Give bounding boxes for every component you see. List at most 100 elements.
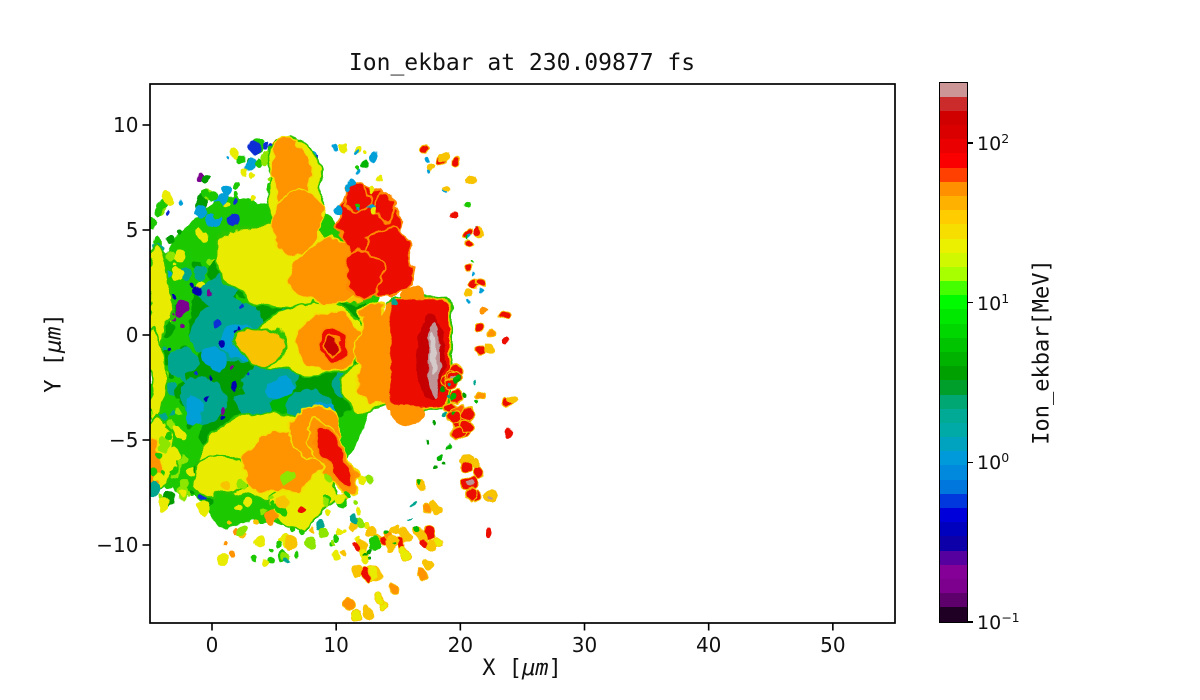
speckle bbox=[169, 411, 175, 416]
energy-blob bbox=[472, 228, 481, 236]
speckle bbox=[195, 265, 208, 282]
energy-streak bbox=[425, 440, 430, 446]
speckle bbox=[355, 534, 361, 540]
speckle bbox=[166, 209, 172, 216]
energy-streak bbox=[389, 583, 400, 595]
colorbar-band bbox=[939, 366, 967, 381]
speckle bbox=[269, 502, 277, 511]
energy-streak bbox=[397, 526, 412, 543]
mu-symbol: μm bbox=[41, 326, 67, 354]
speckle bbox=[185, 445, 196, 458]
colorbar-band bbox=[939, 493, 967, 509]
speckle bbox=[171, 266, 183, 282]
speckle bbox=[342, 529, 348, 534]
energy-streak bbox=[473, 379, 477, 386]
colorbar-band bbox=[939, 96, 967, 112]
speckle bbox=[368, 207, 375, 213]
piston-fleck bbox=[389, 298, 397, 307]
energy-blob bbox=[203, 348, 229, 372]
layer-speckle-bottom bbox=[214, 470, 382, 567]
energy-streak bbox=[366, 548, 372, 554]
speckle bbox=[157, 496, 170, 511]
energy-blob bbox=[485, 528, 493, 537]
energy-streak bbox=[471, 273, 475, 277]
speckle bbox=[193, 369, 199, 375]
speckle bbox=[264, 206, 269, 211]
speckle bbox=[278, 538, 284, 544]
energy-blob bbox=[168, 345, 199, 380]
energy-streak bbox=[414, 527, 420, 533]
speckle bbox=[243, 497, 252, 508]
y-axis-label: Y [μm] bbox=[41, 313, 67, 393]
energy-streak bbox=[442, 412, 448, 417]
speckle bbox=[367, 185, 374, 193]
layer-extra-dashes bbox=[339, 143, 517, 565]
speckle bbox=[349, 513, 358, 524]
energy-streak bbox=[351, 565, 362, 579]
speckle bbox=[284, 535, 297, 551]
energy-blob bbox=[325, 335, 342, 356]
energy-streak bbox=[450, 394, 456, 400]
y-tick-label: 0 bbox=[125, 323, 139, 347]
speckle bbox=[180, 479, 188, 488]
speckle bbox=[154, 208, 162, 216]
speckle bbox=[221, 413, 227, 419]
energy-blob bbox=[314, 423, 355, 490]
colorbar-tick-label: 101 bbox=[977, 290, 1010, 315]
speckle bbox=[331, 549, 341, 561]
energy-streak bbox=[428, 499, 443, 515]
speckle bbox=[276, 494, 289, 509]
speckle bbox=[262, 141, 269, 150]
speckle bbox=[233, 192, 240, 198]
speckle bbox=[225, 156, 230, 160]
energy-streak bbox=[384, 528, 390, 534]
speckle bbox=[356, 168, 362, 175]
colorbar-band bbox=[939, 352, 967, 367]
colorbar-band bbox=[939, 82, 967, 98]
colorbar-band bbox=[939, 408, 967, 424]
ejecta-blob bbox=[464, 487, 478, 501]
speckle bbox=[182, 452, 188, 457]
y-tick-label: −5 bbox=[109, 428, 139, 452]
speckle bbox=[236, 523, 247, 536]
speckle bbox=[167, 349, 172, 353]
colorbar-band bbox=[939, 295, 967, 311]
energy-streak bbox=[440, 386, 445, 393]
speckle bbox=[345, 184, 352, 193]
energy-blob bbox=[360, 161, 369, 169]
energy-streak bbox=[467, 235, 470, 240]
speckle bbox=[150, 482, 161, 497]
speckle bbox=[217, 553, 228, 566]
energy-streak bbox=[362, 606, 374, 620]
speckle bbox=[368, 536, 381, 552]
speckle bbox=[275, 542, 282, 548]
energy-blob bbox=[501, 337, 509, 345]
speckle bbox=[348, 179, 356, 188]
energy-streak bbox=[466, 299, 469, 303]
speckle bbox=[336, 528, 344, 537]
speckle bbox=[220, 407, 226, 414]
energy-streak bbox=[499, 311, 511, 320]
speckle bbox=[283, 557, 289, 565]
energy-streak bbox=[461, 229, 473, 239]
speckle bbox=[161, 469, 166, 476]
speckle bbox=[354, 165, 361, 171]
energy-blob bbox=[346, 182, 371, 215]
speckle bbox=[175, 459, 184, 470]
speckle bbox=[330, 540, 336, 546]
colorbar bbox=[938, 81, 968, 623]
speckle bbox=[194, 227, 207, 243]
piston-fringe-orange bbox=[390, 400, 426, 426]
speckle bbox=[267, 548, 272, 553]
colorbar-band bbox=[939, 323, 967, 339]
energy-streak bbox=[472, 323, 484, 332]
speckle bbox=[165, 420, 177, 431]
layer-red-lobes bbox=[314, 182, 413, 490]
energy-streak bbox=[442, 460, 447, 465]
x-axis-label: X [μm] bbox=[482, 656, 562, 681]
speckle bbox=[322, 498, 329, 507]
speckle bbox=[202, 173, 211, 182]
colorbar-tick-mark bbox=[967, 301, 973, 304]
speckle bbox=[170, 465, 179, 476]
y-tick-label: 10 bbox=[113, 113, 139, 137]
